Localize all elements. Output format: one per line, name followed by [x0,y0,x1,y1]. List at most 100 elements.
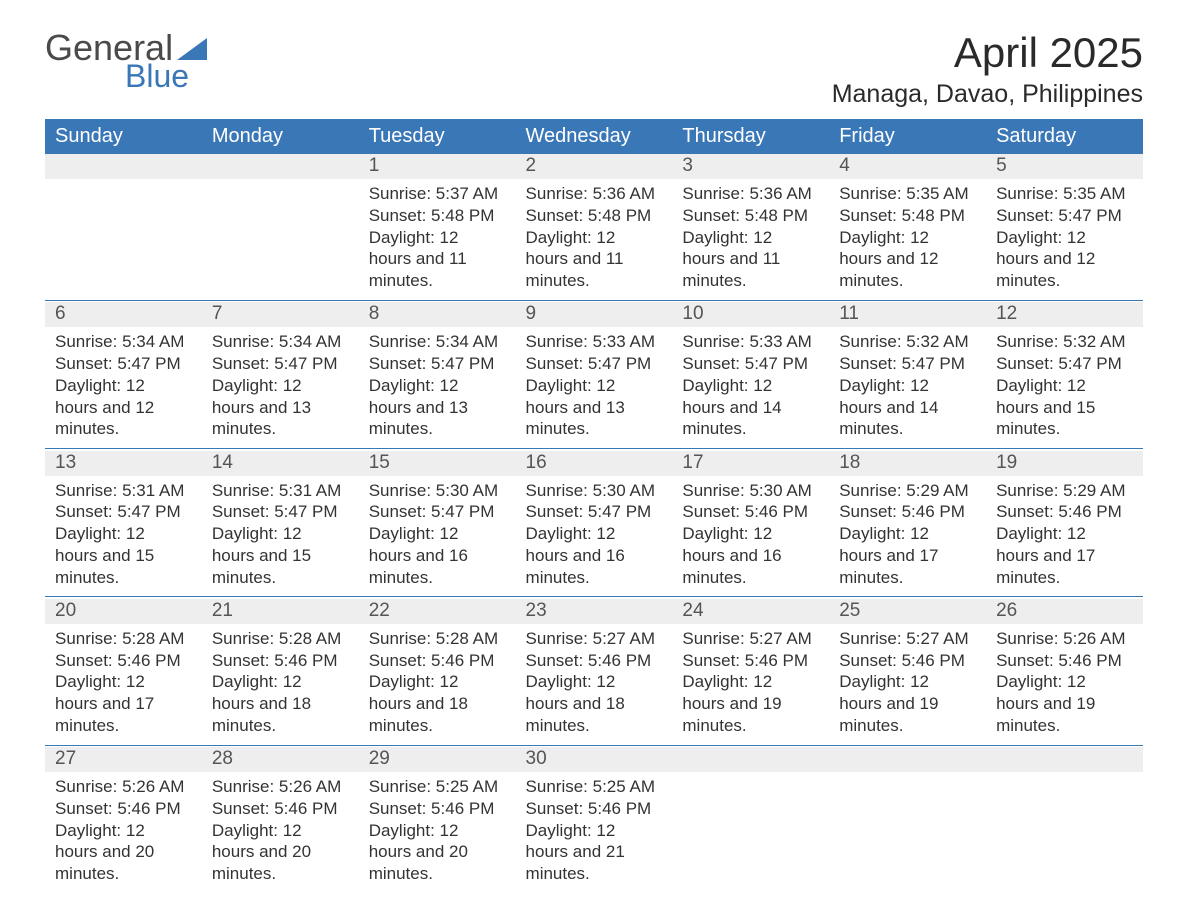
calendar-week: 13Sunrise: 5:31 AMSunset: 5:47 PMDayligh… [45,451,1143,597]
sunset-line: Sunset: 5:46 PM [996,501,1133,523]
day-number: 5 [986,154,1143,179]
day-body: Sunrise: 5:35 AMSunset: 5:48 PMDaylight:… [829,179,986,300]
day-body: Sunrise: 5:25 AMSunset: 5:46 PMDaylight:… [516,772,673,893]
daylight-line: Daylight: 12 hours and 15 minutes. [55,523,192,588]
day-body: Sunrise: 5:37 AMSunset: 5:48 PMDaylight:… [359,179,516,300]
sunset-line: Sunset: 5:47 PM [526,353,663,375]
calendar-body: 1Sunrise: 5:37 AMSunset: 5:48 PMDaylight… [45,154,1143,893]
day-number: 22 [359,599,516,624]
day-number: 14 [202,451,359,476]
daylight-line: Daylight: 12 hours and 17 minutes. [996,523,1133,588]
day-body: Sunrise: 5:33 AMSunset: 5:47 PMDaylight:… [516,327,673,448]
daylight-line: Daylight: 12 hours and 11 minutes. [369,227,506,292]
sunset-line: Sunset: 5:47 PM [212,353,349,375]
day-number: 29 [359,747,516,772]
sunset-line: Sunset: 5:48 PM [369,205,506,227]
day-number: 1 [359,154,516,179]
day-number [202,154,359,179]
sunset-line: Sunset: 5:46 PM [526,798,663,820]
calendar-week: 1Sunrise: 5:37 AMSunset: 5:48 PMDaylight… [45,154,1143,300]
location-text: Managa, Davao, Philippines [832,80,1143,109]
sunset-line: Sunset: 5:46 PM [839,501,976,523]
sunrise-line: Sunrise: 5:35 AM [839,183,976,205]
weekday-header: Thursday [672,119,829,154]
sunrise-line: Sunrise: 5:31 AM [55,480,192,502]
day-number: 24 [672,599,829,624]
day-body: Sunrise: 5:34 AMSunset: 5:47 PMDaylight:… [45,327,202,448]
sunrise-line: Sunrise: 5:33 AM [526,331,663,353]
sunset-line: Sunset: 5:47 PM [996,205,1133,227]
sunrise-line: Sunrise: 5:27 AM [839,628,976,650]
sunset-line: Sunset: 5:46 PM [996,650,1133,672]
sunrise-line: Sunrise: 5:33 AM [682,331,819,353]
day-body: Sunrise: 5:31 AMSunset: 5:47 PMDaylight:… [202,476,359,597]
sunrise-line: Sunrise: 5:36 AM [682,183,819,205]
sunset-line: Sunset: 5:48 PM [682,205,819,227]
daylight-line: Daylight: 12 hours and 19 minutes. [682,671,819,736]
calendar-cell: 24Sunrise: 5:27 AMSunset: 5:46 PMDayligh… [672,599,829,745]
weekday-header: Wednesday [516,119,673,154]
daylight-line: Daylight: 12 hours and 14 minutes. [682,375,819,440]
calendar-cell: 10Sunrise: 5:33 AMSunset: 5:47 PMDayligh… [672,302,829,448]
calendar-week: 6Sunrise: 5:34 AMSunset: 5:47 PMDaylight… [45,302,1143,448]
day-body: Sunrise: 5:27 AMSunset: 5:46 PMDaylight:… [672,624,829,745]
daylight-line: Daylight: 12 hours and 14 minutes. [839,375,976,440]
logo: General Blue [45,30,211,92]
sunset-line: Sunset: 5:47 PM [55,353,192,375]
day-body: Sunrise: 5:33 AMSunset: 5:47 PMDaylight:… [672,327,829,448]
calendar-table: SundayMondayTuesdayWednesdayThursdayFrid… [45,119,1143,893]
day-number: 30 [516,747,673,772]
daylight-line: Daylight: 12 hours and 17 minutes. [839,523,976,588]
day-body: Sunrise: 5:32 AMSunset: 5:47 PMDaylight:… [829,327,986,448]
daylight-line: Daylight: 12 hours and 19 minutes. [839,671,976,736]
day-body: Sunrise: 5:36 AMSunset: 5:48 PMDaylight:… [516,179,673,300]
day-number: 10 [672,302,829,327]
daylight-line: Daylight: 12 hours and 11 minutes. [682,227,819,292]
day-number: 16 [516,451,673,476]
day-body: Sunrise: 5:25 AMSunset: 5:46 PMDaylight:… [359,772,516,893]
day-body: Sunrise: 5:34 AMSunset: 5:47 PMDaylight:… [359,327,516,448]
day-number: 26 [986,599,1143,624]
day-body: Sunrise: 5:26 AMSunset: 5:46 PMDaylight:… [202,772,359,893]
day-number: 12 [986,302,1143,327]
daylight-line: Daylight: 12 hours and 20 minutes. [212,820,349,885]
day-body: Sunrise: 5:29 AMSunset: 5:46 PMDaylight:… [986,476,1143,597]
calendar-cell: 4Sunrise: 5:35 AMSunset: 5:48 PMDaylight… [829,154,986,300]
day-number [986,747,1143,772]
day-body: Sunrise: 5:32 AMSunset: 5:47 PMDaylight:… [986,327,1143,448]
weekday-header: Monday [202,119,359,154]
calendar-cell: 29Sunrise: 5:25 AMSunset: 5:46 PMDayligh… [359,747,516,893]
sunset-line: Sunset: 5:46 PM [212,650,349,672]
page-header: General Blue April 2025 Managa, Davao, P… [45,30,1143,109]
day-body: Sunrise: 5:34 AMSunset: 5:47 PMDaylight:… [202,327,359,448]
daylight-line: Daylight: 12 hours and 15 minutes. [996,375,1133,440]
day-number: 21 [202,599,359,624]
daylight-line: Daylight: 12 hours and 12 minutes. [996,227,1133,292]
sunrise-line: Sunrise: 5:30 AM [526,480,663,502]
calendar-cell: 30Sunrise: 5:25 AMSunset: 5:46 PMDayligh… [516,747,673,893]
sunrise-line: Sunrise: 5:25 AM [526,776,663,798]
sunrise-line: Sunrise: 5:31 AM [212,480,349,502]
sunrise-line: Sunrise: 5:28 AM [369,628,506,650]
sunrise-line: Sunrise: 5:27 AM [682,628,819,650]
sunset-line: Sunset: 5:48 PM [839,205,976,227]
calendar-cell: 6Sunrise: 5:34 AMSunset: 5:47 PMDaylight… [45,302,202,448]
day-body: Sunrise: 5:28 AMSunset: 5:46 PMDaylight:… [45,624,202,745]
daylight-line: Daylight: 12 hours and 18 minutes. [526,671,663,736]
day-body: Sunrise: 5:30 AMSunset: 5:47 PMDaylight:… [516,476,673,597]
day-body: Sunrise: 5:35 AMSunset: 5:47 PMDaylight:… [986,179,1143,300]
calendar-cell: 11Sunrise: 5:32 AMSunset: 5:47 PMDayligh… [829,302,986,448]
calendar-cell [829,747,986,893]
day-body: Sunrise: 5:26 AMSunset: 5:46 PMDaylight:… [45,772,202,893]
day-body: Sunrise: 5:28 AMSunset: 5:46 PMDaylight:… [359,624,516,745]
day-body: Sunrise: 5:36 AMSunset: 5:48 PMDaylight:… [672,179,829,300]
calendar-cell: 20Sunrise: 5:28 AMSunset: 5:46 PMDayligh… [45,599,202,745]
sunrise-line: Sunrise: 5:27 AM [526,628,663,650]
month-title: April 2025 [832,30,1143,76]
day-number: 27 [45,747,202,772]
day-number: 23 [516,599,673,624]
calendar-cell: 1Sunrise: 5:37 AMSunset: 5:48 PMDaylight… [359,154,516,300]
day-body: Sunrise: 5:28 AMSunset: 5:46 PMDaylight:… [202,624,359,745]
day-body: Sunrise: 5:27 AMSunset: 5:46 PMDaylight:… [829,624,986,745]
day-number: 4 [829,154,986,179]
